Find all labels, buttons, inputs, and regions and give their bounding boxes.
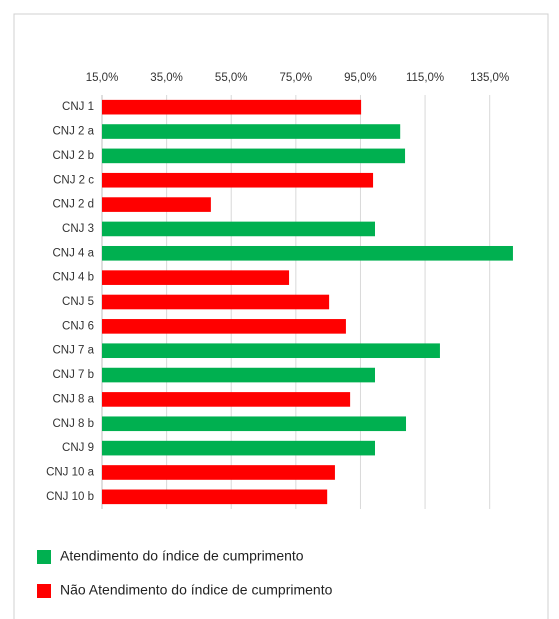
legend-label: Não Atendimento do índice de cumprimento	[60, 582, 333, 598]
bar	[102, 343, 440, 359]
bar	[102, 465, 335, 480]
y-tick-label: CNJ 2 b	[52, 150, 94, 162]
y-tick-label: CNJ 1	[62, 101, 94, 113]
y-tick-label: CNJ 3	[62, 223, 94, 235]
y-tick-label: CNJ 10 a	[46, 467, 95, 479]
y-tick-label: CNJ 5	[62, 296, 94, 308]
x-tick-label: 35,0%	[150, 72, 183, 84]
bar	[102, 294, 330, 310]
bar	[102, 367, 375, 383]
bar	[102, 124, 401, 139]
bar	[102, 319, 346, 334]
bar	[102, 197, 211, 212]
bar	[102, 245, 513, 261]
y-tick-label: CNJ 8 a	[52, 393, 94, 405]
x-tick-label: 115,0%	[406, 72, 444, 84]
legend-label: Atendimento do índice de cumprimento	[60, 548, 304, 564]
legend-swatch	[37, 584, 51, 598]
y-tick-label: CNJ 10 b	[46, 491, 94, 503]
y-tick-label: CNJ 7 a	[52, 345, 94, 357]
x-tick-label: 55,0%	[215, 72, 248, 84]
bar	[102, 489, 328, 505]
y-tick-label: CNJ 7 b	[52, 369, 94, 381]
bar	[102, 392, 351, 407]
bar	[102, 440, 375, 456]
y-tick-label: CNJ 9	[62, 442, 94, 454]
bar	[102, 172, 374, 188]
y-tick-label: CNJ 2 d	[52, 199, 94, 211]
y-tick-label: CNJ 4 b	[52, 272, 94, 284]
x-tick-label: 15,0%	[86, 72, 119, 84]
frame	[13, 13, 549, 619]
x-tick-label: 75,0%	[280, 72, 313, 84]
y-tick-label: CNJ 2 c	[53, 174, 94, 186]
bar	[102, 148, 406, 164]
y-tick-label: CNJ 6	[62, 320, 94, 332]
bar	[102, 270, 290, 285]
x-tick-label: 95,0%	[344, 72, 377, 84]
bar	[102, 221, 375, 237]
y-tick-label: CNJ 8 b	[52, 418, 94, 430]
y-tick-label: CNJ 2 a	[52, 126, 94, 138]
bar	[102, 99, 362, 115]
x-tick-label: 135,0%	[470, 72, 509, 84]
y-tick-label: CNJ 4 a	[52, 247, 94, 259]
legend-swatch	[37, 550, 51, 564]
bar	[102, 416, 407, 432]
